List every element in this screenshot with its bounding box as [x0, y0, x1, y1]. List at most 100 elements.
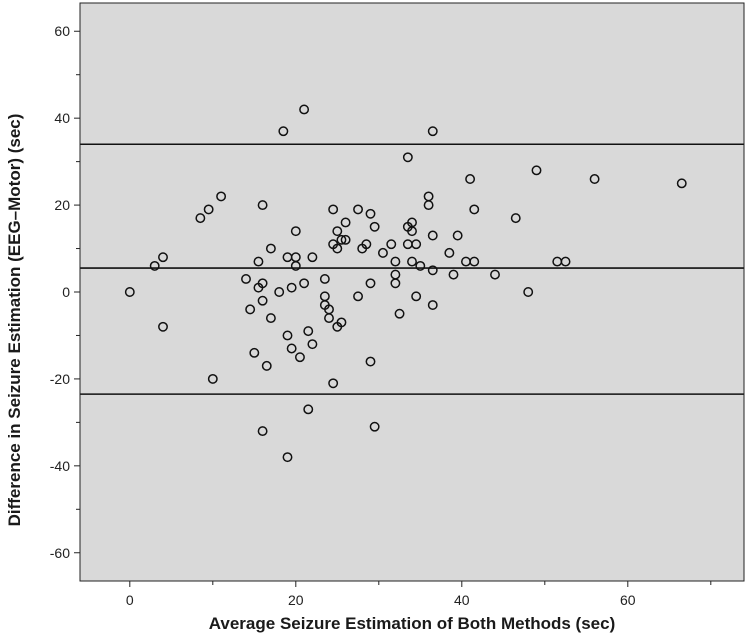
- data-point: [257, 295, 268, 306]
- data-point: [340, 234, 351, 245]
- plot-background: [80, 3, 744, 581]
- data-point: [328, 204, 339, 215]
- data-point: [386, 239, 397, 250]
- data-point: [407, 226, 417, 237]
- data-point: [307, 252, 318, 263]
- data-point: [332, 243, 343, 254]
- x-tick-label: 60: [620, 592, 636, 608]
- data-point: [290, 260, 301, 271]
- data-point: [353, 204, 363, 215]
- x-tick-label: 0: [126, 592, 134, 608]
- y-tick-label: 40: [54, 110, 70, 126]
- data-point: [427, 300, 438, 310]
- y-axis-title: Difference in Seizure Estimation (EEG–Mo…: [5, 114, 24, 527]
- data-point: [390, 256, 401, 267]
- data-point: [340, 217, 351, 228]
- data-point: [427, 265, 438, 276]
- data-point: [560, 256, 571, 267]
- y-axis: -60 -40 -20 0 20 40 60: [50, 23, 80, 561]
- data-point: [257, 426, 268, 437]
- data-point: [394, 308, 405, 319]
- data-point: [365, 278, 376, 289]
- data-point: [469, 204, 480, 215]
- data-point: [328, 378, 339, 389]
- data-point: [158, 321, 168, 332]
- data-point: [286, 343, 297, 354]
- data-point: [469, 256, 480, 267]
- x-axis: 0 20 40 60: [126, 581, 712, 608]
- data-point: [465, 174, 476, 184]
- data-point: [282, 452, 293, 463]
- data-point: [299, 104, 310, 115]
- x-tick-label: 20: [288, 592, 304, 608]
- data-point: [216, 191, 227, 202]
- data-point: [402, 152, 413, 163]
- data-point: [207, 373, 218, 384]
- data-point: [324, 313, 334, 324]
- data-point: [245, 304, 256, 315]
- data-point: [307, 339, 318, 350]
- data-point: [303, 326, 314, 337]
- data-point: [444, 247, 455, 258]
- x-axis-title: Average Seizure Estimation of Both Metho…: [209, 614, 616, 633]
- reference-lines: [80, 143, 744, 395]
- x-tick-label: 40: [454, 592, 470, 608]
- data-point: [336, 234, 347, 245]
- data-point: [390, 278, 401, 289]
- data-point: [257, 278, 268, 289]
- data-point: [241, 274, 251, 284]
- data-point: [265, 243, 276, 254]
- data-point: [523, 287, 534, 297]
- data-point: [261, 360, 272, 371]
- data-point: [319, 274, 330, 284]
- data-point: [378, 247, 388, 258]
- data-point: [295, 352, 305, 363]
- data-point: [411, 291, 422, 302]
- data-point: [423, 200, 434, 211]
- data-point: [158, 252, 168, 263]
- data-point: [286, 282, 297, 293]
- data-point: [203, 204, 214, 215]
- data-point: [589, 174, 600, 184]
- data-point: [299, 278, 310, 289]
- data-point: [278, 126, 289, 137]
- data-point: [365, 356, 376, 367]
- y-tick-label: 20: [54, 197, 70, 213]
- data-point: [490, 269, 500, 280]
- data-point: [290, 226, 301, 237]
- data-point: [353, 291, 363, 302]
- data-point: [303, 404, 314, 415]
- data-point: [336, 317, 347, 328]
- data-point: [411, 239, 422, 250]
- data-point: [365, 208, 376, 219]
- data-point: [369, 221, 380, 232]
- data-point: [265, 313, 276, 324]
- data-point: [415, 260, 426, 271]
- data-points: [124, 104, 687, 463]
- y-tick-label: -40: [50, 458, 70, 474]
- data-point: [361, 239, 372, 250]
- data-point: [282, 330, 293, 341]
- data-point: [407, 256, 417, 267]
- data-point: [253, 256, 264, 267]
- data-point: [149, 260, 160, 271]
- data-point: [124, 287, 135, 297]
- data-point: [332, 226, 343, 237]
- data-point: [448, 269, 459, 280]
- data-point: [510, 213, 521, 224]
- data-point: [274, 287, 285, 297]
- data-point: [676, 178, 687, 189]
- y-tick-label: 60: [54, 23, 70, 39]
- data-point: [257, 200, 268, 211]
- data-point: [249, 347, 260, 358]
- data-point: [427, 126, 438, 137]
- data-point: [531, 165, 542, 176]
- data-point: [452, 230, 463, 241]
- y-tick-label: -60: [50, 545, 70, 561]
- data-point: [195, 213, 206, 224]
- data-point: [369, 421, 380, 432]
- y-tick-label: -20: [50, 371, 70, 387]
- y-tick-label: 0: [62, 284, 70, 300]
- data-point: [427, 230, 438, 241]
